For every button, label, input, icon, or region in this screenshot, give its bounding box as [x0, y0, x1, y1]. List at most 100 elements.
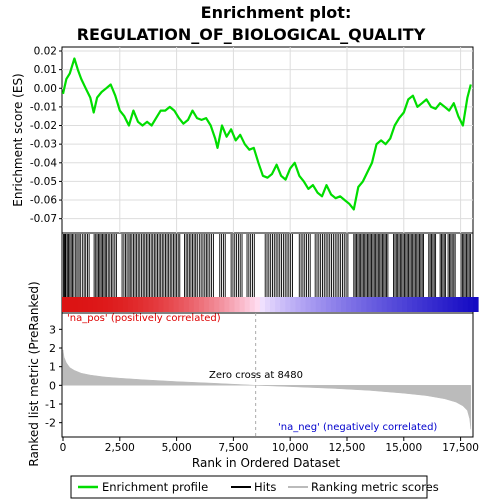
gradient-cell	[473, 297, 479, 312]
gradient-cell	[366, 297, 373, 312]
metric-y-tick-label: 0	[49, 379, 56, 392]
gradient-cell	[391, 297, 398, 312]
gradient-cell	[300, 297, 307, 312]
x-tick-label: 10,000	[272, 442, 309, 454]
gradient-cell	[173, 297, 180, 312]
legend-enrichment-label: Enrichment profile	[102, 480, 208, 494]
x-ticks: 0 2,500 5,000 7,500 10,000 12,500 15,000 17,500	[60, 437, 479, 454]
metric-layer	[62, 313, 472, 437]
gradient-cell	[178, 297, 185, 312]
x-tick-label: 0	[60, 442, 67, 454]
gradient-cell	[234, 297, 241, 312]
enrichment-profile-line	[61, 57, 472, 211]
gradient-cell	[280, 297, 286, 312]
gradient-cell	[168, 297, 175, 312]
gradient-cell	[407, 297, 413, 312]
gradient-cell	[412, 297, 418, 312]
gradient-cell	[102, 297, 109, 312]
gradient-cell	[336, 297, 342, 312]
gradient-cell	[148, 297, 154, 312]
gradient-cell	[77, 297, 83, 312]
es-y-tick-label: -0.06	[30, 195, 57, 207]
gradient-cell	[138, 297, 144, 312]
gradient-cell	[82, 297, 88, 312]
gradient-cell	[432, 297, 439, 312]
gradient-cell	[275, 297, 281, 312]
es-grid	[62, 47, 473, 233]
hits-layer	[63, 234, 472, 297]
gradient-cell	[376, 297, 383, 312]
gradient-cell	[117, 297, 124, 312]
x-tick-label: 12,500	[329, 442, 366, 454]
gradient-cell	[351, 297, 357, 312]
es-y-tick-label: 0.02	[34, 46, 57, 58]
es-y-tick-label: 0.00	[34, 83, 57, 95]
gradient-cell	[199, 297, 205, 312]
es-y-tick-label: -0.03	[30, 139, 57, 151]
gradient-cell	[133, 297, 139, 312]
gradient-cell	[310, 297, 317, 312]
gradient-cell	[209, 297, 215, 312]
gradient-cell	[67, 297, 73, 312]
gradient-cell	[346, 297, 352, 312]
gradient-cell	[259, 297, 266, 312]
x-tick-label: 15,000	[385, 442, 422, 454]
gradient-cell	[452, 297, 459, 312]
gradient-cell	[122, 297, 129, 312]
gradient-cell	[224, 297, 231, 312]
gradient-cell	[341, 297, 347, 312]
x-tick-label: 5,000	[162, 442, 192, 454]
x-axis-label: Rank in Ordered Dataset	[192, 456, 340, 470]
gradient-cell	[437, 297, 444, 312]
gradient-cell	[270, 297, 276, 312]
gradient-cell	[72, 297, 78, 312]
metric-y-tick-label: 2	[49, 342, 56, 355]
gradient-cell	[427, 297, 433, 312]
gradient-cell	[219, 297, 225, 312]
gradient-cell	[97, 297, 104, 312]
metric-y-axis-label: Ranked list metric (PreRanked)	[27, 281, 41, 466]
gradient-cell	[265, 297, 271, 312]
metric-y-tick-label: -2	[45, 417, 56, 430]
es-y-tick-label: -0.01	[30, 101, 57, 113]
gradient-cell	[462, 297, 469, 312]
gradient-cell	[381, 297, 388, 312]
annotation-na-neg: 'na_neg' (negatively correlated)	[278, 422, 437, 433]
metric-y-tick-label: 1	[49, 361, 56, 374]
gradient-cell	[128, 297, 134, 312]
gradient-cell	[107, 297, 114, 312]
x-tick-label: 7,500	[218, 442, 248, 454]
gradient-cell	[457, 297, 464, 312]
gradient-cell	[371, 297, 378, 312]
es-line-layer	[61, 57, 472, 211]
gradient-cell	[92, 297, 99, 312]
gradient-cell	[305, 297, 312, 312]
es-y-tick-label: -0.05	[30, 176, 57, 188]
gradient-cell	[422, 297, 428, 312]
gradient-cell	[290, 297, 296, 312]
gradient-cell	[244, 297, 251, 312]
gradient-cell	[467, 297, 474, 312]
es-y-tick-label: -0.07	[30, 213, 57, 225]
es-y-tick-label: -0.02	[30, 120, 57, 132]
es-y-ticks: 0.02 0.01 0.00 -0.01 -0.02 -0.03 -0.04 -0.05 -0.…	[30, 46, 62, 225]
gradient-cell	[204, 297, 210, 312]
correlation-gradient-bar	[62, 297, 479, 312]
es-y-tick-label: -0.04	[30, 157, 57, 169]
metric-y-tick-label: -1	[45, 398, 56, 411]
gradient-cell	[315, 297, 322, 312]
gradient-cell	[229, 297, 236, 312]
x-tick-label: 17,500	[442, 442, 479, 454]
gradient-cell	[330, 297, 337, 312]
gradient-cell	[143, 297, 149, 312]
gradient-cell	[442, 297, 449, 312]
chart-title-line1: Enrichment plot:	[201, 3, 352, 22]
annotation-na-pos: 'na_pos' (positively correlated)	[67, 313, 221, 324]
es-y-tick-label: 0.01	[34, 64, 57, 76]
gradient-cell	[254, 297, 261, 312]
gradient-cell	[193, 297, 200, 312]
gradient-cell	[214, 297, 220, 312]
metric-panel-frame	[61, 312, 474, 438]
